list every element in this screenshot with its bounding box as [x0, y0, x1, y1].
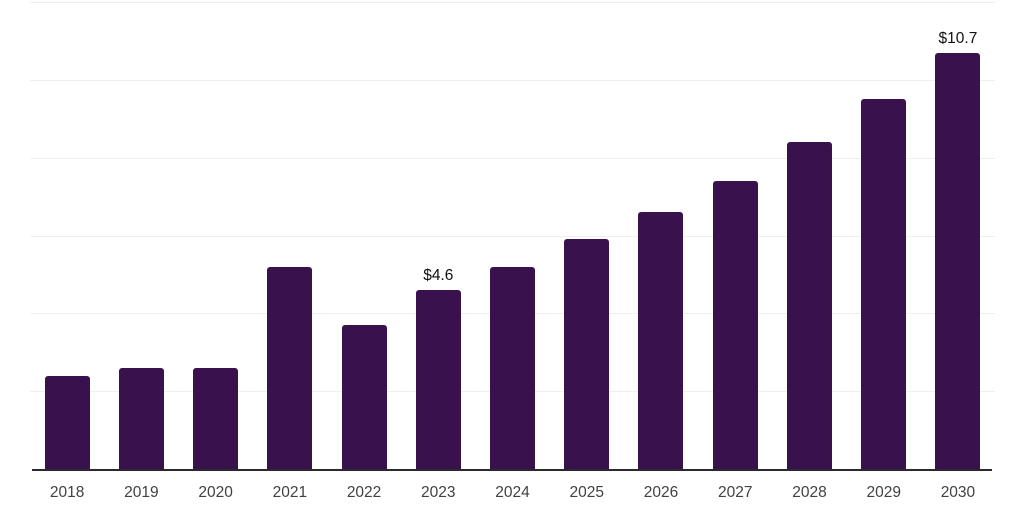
x-tick-label-2030: 2030 [940, 484, 976, 501]
x-axis-tick-labels: 2018 2019 2020 2021 2022 2023 2024 2025 2026 2027… [30, 484, 995, 501]
bar-2021 [267, 266, 313, 469]
bar-2029 [861, 99, 907, 469]
x-tick-label-2020: 2020 [198, 484, 233, 501]
x-tick-label-2026: 2026 [643, 484, 679, 501]
bar-slot [624, 2, 698, 469]
bar-slot [847, 2, 921, 469]
bar-slot [253, 2, 327, 469]
bar-2019 [118, 367, 164, 469]
bar-2020 [193, 367, 239, 469]
x-tick-label-2024: 2024 [495, 484, 530, 501]
bar-slot: $10.7 [921, 2, 995, 469]
bar-2028 [786, 142, 832, 469]
bars: $4.6 $10.7 [30, 2, 995, 469]
bar-2022 [341, 325, 387, 469]
plot-area: $4.6 $10.7 [30, 2, 995, 471]
bar-2026 [638, 212, 684, 469]
x-tick-label-2025: 2025 [569, 484, 604, 501]
x-tick-label-2022: 2022 [346, 484, 382, 501]
bar-slot [327, 2, 401, 469]
bar-2027 [712, 181, 758, 469]
bar-2018 [44, 375, 90, 469]
x-axis-line [32, 469, 992, 471]
gridline [30, 157, 995, 159]
bar-slot: $4.6 [401, 2, 475, 469]
x-tick-label-2023: 2023 [421, 484, 456, 501]
bar-slot [772, 2, 846, 469]
gridline [30, 79, 995, 81]
bar-slot [104, 2, 178, 469]
gridline [30, 2, 995, 3]
bar-2030 [935, 52, 981, 469]
gridline [30, 235, 995, 237]
bar-2024 [490, 266, 536, 469]
x-tick-label-2019: 2019 [124, 484, 159, 501]
x-tick-label-2028: 2028 [792, 484, 827, 501]
x-tick-label-2018: 2018 [49, 484, 85, 501]
x-tick-label-2027: 2027 [717, 484, 753, 501]
x-tick-label-2029: 2029 [866, 484, 901, 501]
x-tick-label-2021: 2021 [272, 484, 308, 501]
bar-slot [178, 2, 252, 469]
bar-slot [550, 2, 624, 469]
bar-slot [698, 2, 772, 469]
bar-slot [475, 2, 549, 469]
bar-2025 [564, 239, 610, 469]
data-label-2023: $4.6 [423, 267, 454, 285]
bar-2023 [415, 289, 461, 469]
data-label-2030: $10.7 [938, 30, 978, 48]
bar-slot [30, 2, 104, 469]
